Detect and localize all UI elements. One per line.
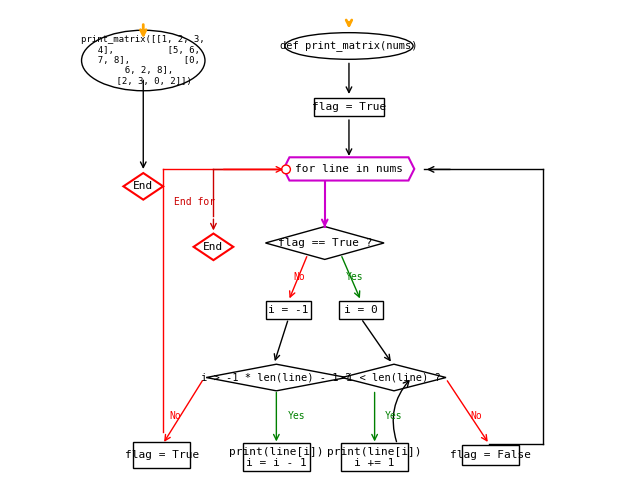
Text: Yes: Yes bbox=[385, 411, 403, 421]
Text: i < len(line) ?: i < len(line) ? bbox=[347, 373, 441, 382]
Text: flag = False: flag = False bbox=[450, 450, 531, 460]
Polygon shape bbox=[342, 364, 446, 391]
Text: End: End bbox=[133, 182, 154, 191]
Text: Yes: Yes bbox=[346, 272, 364, 282]
Text: No: No bbox=[170, 411, 182, 421]
FancyBboxPatch shape bbox=[243, 443, 310, 471]
FancyBboxPatch shape bbox=[266, 301, 311, 319]
Text: i > -1 * len(line) - 1 ?: i > -1 * len(line) - 1 ? bbox=[201, 373, 351, 382]
Polygon shape bbox=[123, 173, 163, 199]
Text: flag = True: flag = True bbox=[124, 450, 199, 460]
Text: No: No bbox=[471, 411, 482, 421]
FancyBboxPatch shape bbox=[314, 98, 384, 116]
Ellipse shape bbox=[81, 30, 205, 91]
Text: for line in nums: for line in nums bbox=[295, 164, 403, 174]
FancyBboxPatch shape bbox=[133, 442, 190, 468]
Ellipse shape bbox=[285, 32, 413, 59]
Polygon shape bbox=[284, 157, 414, 181]
Text: i = -1: i = -1 bbox=[268, 305, 309, 315]
Text: Yes: Yes bbox=[288, 411, 305, 421]
Text: End: End bbox=[203, 242, 224, 252]
Polygon shape bbox=[194, 234, 233, 260]
Text: print(line[i])
i = i - 1: print(line[i]) i = i - 1 bbox=[229, 447, 324, 468]
Text: flag == True ?: flag == True ? bbox=[277, 238, 372, 248]
Text: No: No bbox=[293, 272, 305, 282]
Text: flag = True: flag = True bbox=[312, 102, 386, 112]
Text: print_matrix([[1, 2, 3,
  4],          [5, 6,
  7, 8],          [0,
  6, 2, 8],
: print_matrix([[1, 2, 3, 4], [5, 6, 7, 8]… bbox=[81, 35, 205, 86]
Text: i = 0: i = 0 bbox=[344, 305, 378, 315]
FancyBboxPatch shape bbox=[339, 301, 384, 319]
Text: def print_matrix(nums): def print_matrix(nums) bbox=[280, 41, 418, 51]
Text: End for: End for bbox=[174, 197, 215, 207]
FancyBboxPatch shape bbox=[341, 443, 408, 471]
Polygon shape bbox=[206, 364, 347, 391]
Polygon shape bbox=[265, 227, 384, 259]
Text: print(line[i])
i += 1: print(line[i]) i += 1 bbox=[328, 447, 422, 468]
Circle shape bbox=[282, 165, 290, 174]
FancyBboxPatch shape bbox=[462, 445, 519, 465]
